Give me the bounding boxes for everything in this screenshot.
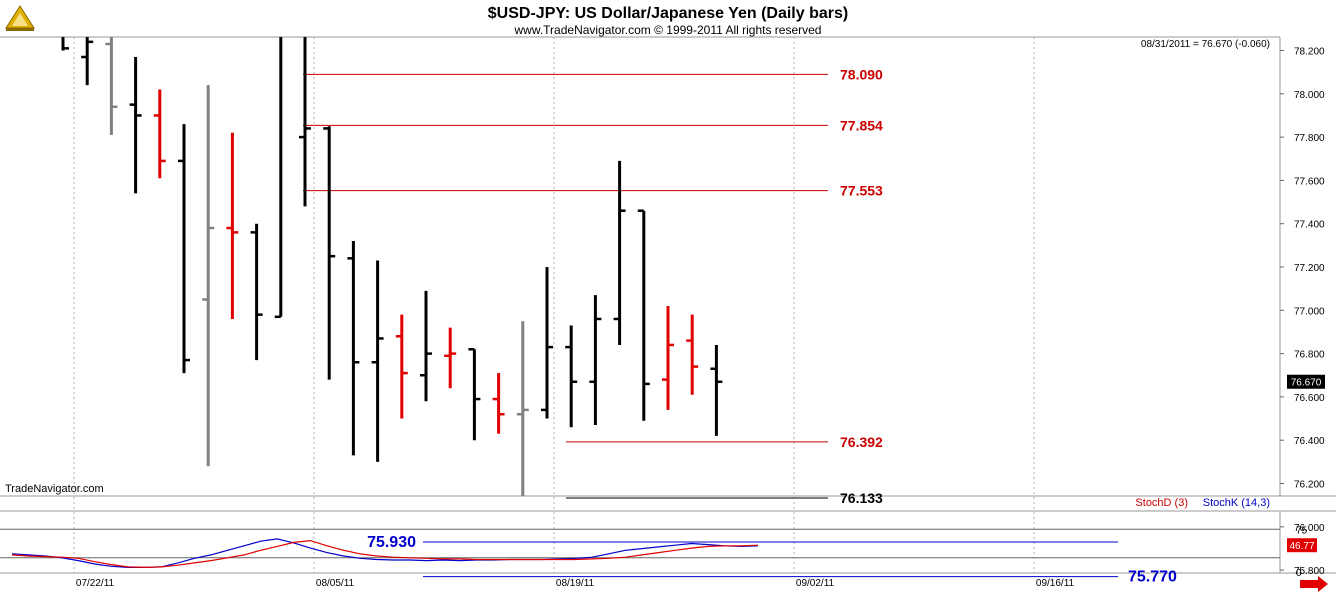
price-bars — [61, 37, 723, 496]
ohlc-bar — [420, 290, 432, 402]
ohlc-bar — [637, 209, 650, 421]
x-tick-label: 08/05/11 — [316, 578, 355, 589]
y-tick-label: 77.800 — [1294, 133, 1325, 144]
ohlc-bar — [274, 37, 283, 319]
stoch-d-legend: StochD (3) — [1135, 497, 1188, 509]
support-resistance-levels: 78.090 77.854 77.553 76.392 76.133 75.930 75.7… — [303, 66, 1177, 586]
y-tick-label: 76.200 — [1294, 480, 1325, 491]
x-tick-label: 09/16/11 — [1036, 578, 1075, 589]
y-tick-label: 78.200 — [1294, 47, 1325, 58]
level-label: 77.854 — [840, 117, 883, 133]
stoch-d-line — [11, 539, 759, 569]
y-tick-label: 77.000 — [1294, 306, 1325, 317]
x-tick-label: 07/22/11 — [76, 578, 115, 589]
ohlc-bar — [61, 37, 69, 51]
y-tick-label: 76.000 — [1294, 523, 1325, 534]
y-tick-label: 78.000 — [1294, 90, 1325, 101]
x-tick-label: 08/19/11 — [556, 578, 595, 589]
x-tick-label: 09/02/11 — [796, 578, 835, 589]
ohlc-bar — [686, 314, 699, 395]
ohlc-bar — [444, 327, 457, 389]
last-price-box — [1287, 374, 1325, 389]
stochastic-panel: 75 0 46.77 — [0, 525, 1317, 579]
last-price-marker: 76.670 — [1287, 374, 1325, 389]
stoch-last-value-label: 46.77 — [1289, 541, 1314, 552]
ohlc-bar — [589, 295, 602, 426]
y-tick-label: 77.600 — [1294, 176, 1325, 187]
logo — [3, 3, 37, 31]
ohlc-bar — [178, 124, 190, 374]
ohlc-bar — [371, 260, 384, 462]
level-label: 75.930 — [367, 534, 416, 551]
ohlc-bar — [565, 325, 578, 428]
last-quote-text: 08/31/2011 = 76.670 (-0.060) — [1141, 39, 1270, 50]
ohlc-bar — [202, 85, 215, 467]
last-price-label: 76.670 — [1291, 378, 1322, 389]
ohlc-bar — [710, 344, 723, 436]
ohlc-bar — [81, 37, 94, 86]
ohlc-bar — [541, 267, 553, 419]
watermark-text: TradeNavigator.com — [5, 483, 104, 495]
stoch-k-legend: StochK (14,3) — [1203, 497, 1270, 509]
ohlc-bar — [250, 223, 263, 361]
vertical-gridlines — [73, 37, 1035, 573]
y-tick-label: 76.600 — [1294, 393, 1325, 404]
y-tick-label: 77.200 — [1294, 263, 1325, 274]
stoch-last-value-box — [1287, 538, 1317, 553]
ohlc-bar — [395, 314, 408, 419]
scroll-right-arrow-icon[interactable] — [1300, 576, 1328, 592]
chart-title: $USD-JPY: US Dollar/Japanese Yen (Daily … — [488, 5, 848, 22]
ohlc-bar — [153, 89, 166, 179]
level-label: 76.133 — [840, 490, 883, 506]
y-tick-label: 76.800 — [1294, 350, 1325, 361]
ohlc-bar — [105, 37, 118, 135]
ohlc-bar — [468, 348, 481, 441]
level-label: 75.770 — [1128, 569, 1177, 586]
level-label: 76.392 — [840, 434, 883, 450]
y-tick-label: 76.400 — [1294, 436, 1325, 447]
ohlc-bar — [323, 126, 336, 380]
x-axis-tick-labels: 07/22/11 08/05/11 08/19/11 09/02/11 09/16/11 — [76, 578, 1075, 589]
copyright-text: www.TradeNavigator.com © 1999-2011 All r… — [514, 23, 822, 37]
level-label: 78.090 — [840, 66, 883, 82]
y-tick-label: 75.800 — [1294, 566, 1325, 577]
ohlc-bar — [347, 241, 360, 456]
ohlc-bar — [613, 160, 626, 345]
ohlc-bar — [299, 37, 311, 207]
price-axis-tick-labels: 78.200 78.000 77.800 77.600 77.400 77.200 77.0… — [1280, 47, 1325, 577]
y-tick-label: 77.400 — [1294, 220, 1325, 231]
ohlc-bar — [129, 56, 142, 194]
ohlc-bar — [492, 373, 505, 434]
stoch-tick-label: 75 — [1296, 525, 1308, 536]
ohlc-bar — [516, 321, 529, 496]
level-label: 77.553 — [840, 183, 883, 199]
stoch-tick-label: 0 — [1296, 568, 1302, 579]
ohlc-bar — [662, 305, 674, 410]
ohlc-bar — [226, 132, 239, 319]
